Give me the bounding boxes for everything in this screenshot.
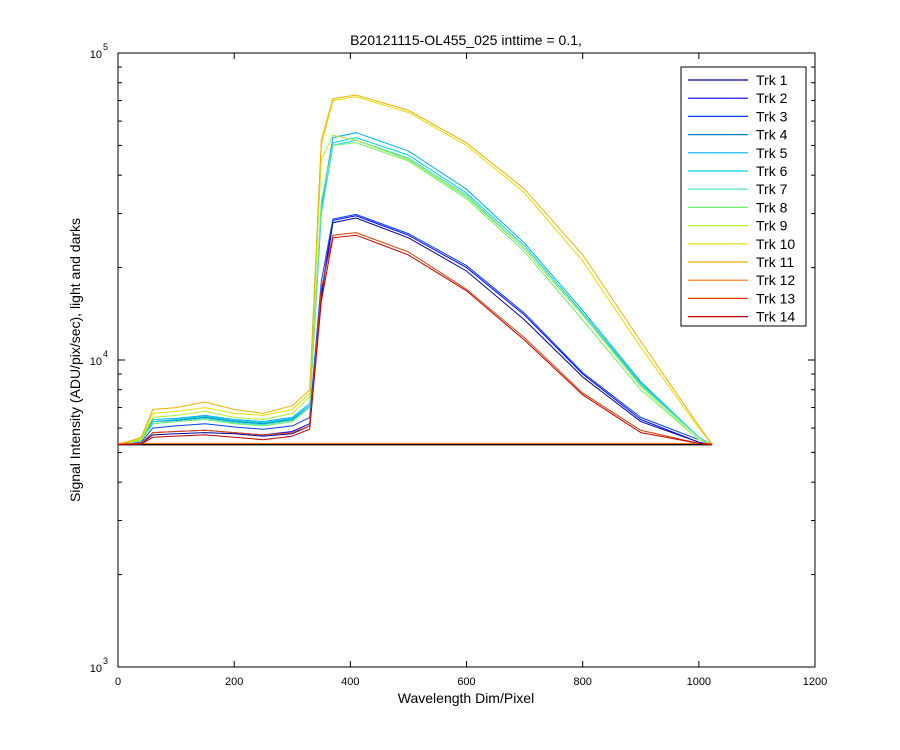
series-line-3 <box>117 213 713 446</box>
legend-label-5: Trk 5 <box>756 145 788 161</box>
legend-label-4: Trk 4 <box>756 127 788 143</box>
legend-label-13: Trk 13 <box>756 290 795 306</box>
legend-label-9: Trk 9 <box>756 218 788 234</box>
legend-box <box>680 66 807 327</box>
y-tick-exponent: 4 <box>103 349 108 359</box>
legend-label-2: Trk 2 <box>756 90 788 106</box>
x-tick-label: 1000 <box>687 676 711 688</box>
x-tick-label: 600 <box>457 676 475 688</box>
series-line-9 <box>117 134 713 446</box>
series-line-13 <box>117 232 713 446</box>
x-axis-label: Wavelength Dim/Pixel <box>398 690 534 706</box>
legend-label-6: Trk 6 <box>756 163 788 179</box>
chart-title: B20121115-OL455_025 inttime = 0.1, <box>350 32 582 48</box>
legend: Trk 1 Trk 2 Trk 3 Trk 4 Trk 5 Trk 6 Trk 7 Trk 8… <box>680 66 807 327</box>
x-tick-label: 1200 <box>803 676 827 688</box>
legend-label-3: Trk 3 <box>756 108 788 124</box>
series-line-14 <box>117 234 713 446</box>
legend-label-7: Trk 7 <box>756 181 788 197</box>
y-tick-label: 10 <box>90 356 102 368</box>
series-line-11 <box>117 94 713 446</box>
legend-label-12: Trk 12 <box>756 272 795 288</box>
y-axis-label: Signal Intensity (ADU/pix/sec), light an… <box>67 218 83 502</box>
legend-label-14: Trk 14 <box>756 309 795 325</box>
x-tick-label: 400 <box>341 676 359 688</box>
x-tick-label: 800 <box>573 676 591 688</box>
y-tick-exponent: 3 <box>103 656 108 666</box>
legend-label-10: Trk 10 <box>756 236 795 252</box>
legend-label-1: Trk 1 <box>756 72 788 88</box>
legend-label-11: Trk 11 <box>756 254 794 270</box>
y-tick-label: 10 <box>90 49 102 61</box>
y-tick-exponent: 5 <box>103 42 108 52</box>
series-layer <box>117 94 713 446</box>
y-tick-label: 10 <box>90 663 102 675</box>
series-line-8 <box>117 142 713 446</box>
x-tick-label: 200 <box>225 676 243 688</box>
x-tick-label: 0 <box>115 676 121 688</box>
legend-label-8: Trk 8 <box>756 199 788 215</box>
